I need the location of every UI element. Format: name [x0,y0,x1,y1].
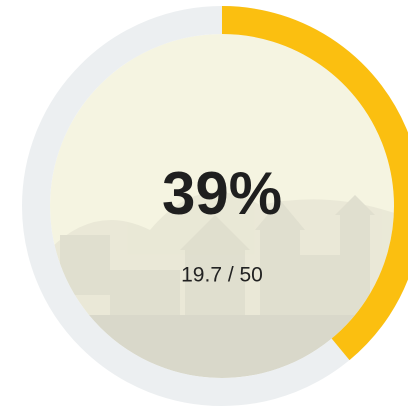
city-illustration [50,192,394,378]
progress-detail: 19.7 / 50 [181,264,263,287]
percent-label: 39% [162,160,282,227]
progress-arc [221,6,408,361]
